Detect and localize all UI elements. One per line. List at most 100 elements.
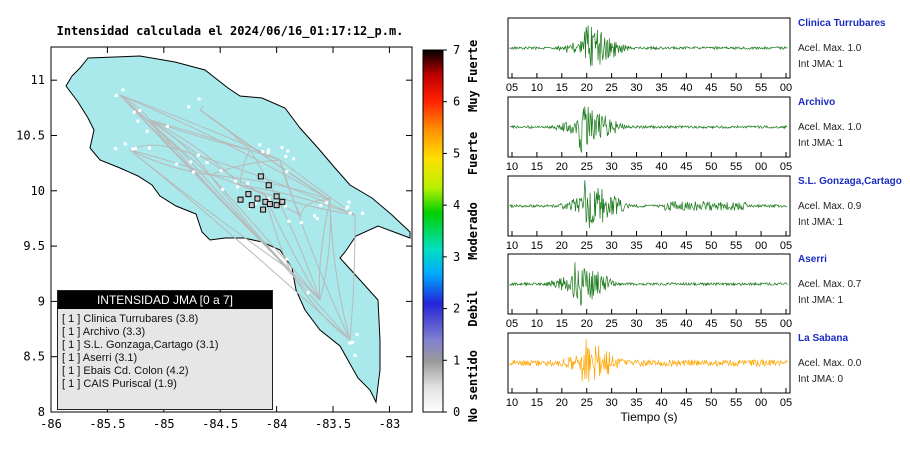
town-dot: [197, 97, 201, 101]
station-marker: [248, 202, 255, 209]
road-segment: [279, 159, 356, 216]
waveform-trace: [509, 262, 788, 306]
station-accel: Acel. Max. 0.0: [798, 358, 862, 369]
town-dot: [165, 124, 169, 128]
colorbar-category-label: Debil: [466, 291, 480, 327]
time-tick-label: 15: [531, 161, 543, 173]
station-marker: [266, 201, 273, 208]
station-int: Int JMA: 1: [798, 59, 844, 70]
town-dot: [351, 340, 355, 344]
time-tick-label: 05: [506, 82, 518, 94]
road-segment: [119, 94, 151, 121]
time-tick-label: 40: [655, 397, 667, 409]
time-tick-label: 25: [581, 240, 593, 252]
road-segment: [149, 119, 211, 176]
legend-title: INTENSIDAD JMA [0 a 7]: [58, 291, 272, 309]
colorbar-category-label: Moderado: [466, 202, 480, 260]
time-tick-label: 50: [705, 161, 717, 173]
town-dot: [145, 129, 149, 133]
station-marker: [254, 195, 261, 202]
town-dot: [192, 170, 196, 174]
colorbar-tick-label: 5: [453, 146, 460, 160]
time-tick-label: 20: [556, 161, 568, 173]
town-dot: [345, 206, 349, 210]
station-marker: [260, 206, 267, 213]
lon-tick-label: -85.5: [89, 417, 125, 431]
road-segment: [239, 184, 356, 216]
town-dot: [348, 211, 352, 215]
road-segment: [209, 174, 331, 201]
waveform-panel: 05 10 15 20 25 30 35 40 45 50 55 00: [506, 17, 792, 94]
legend-entry: [ 1 ] Archivo (3.3): [62, 326, 146, 338]
time-tick-label: 25: [581, 161, 593, 173]
station-int: Int JMA: 1: [798, 295, 844, 306]
lon-tick-label: -85: [153, 417, 175, 431]
station-marker: [265, 182, 272, 189]
lat-tick-label: 10: [31, 184, 45, 198]
lon-tick-label: -84.5: [202, 417, 238, 431]
road-segment: [329, 199, 351, 341]
town-dot: [348, 341, 352, 345]
time-tick-label: 30: [630, 318, 642, 330]
road-segment: [129, 149, 291, 271]
road-segment: [349, 214, 356, 341]
town-dot: [132, 110, 136, 114]
town-dot: [196, 153, 200, 157]
time-tick-label: 55: [730, 240, 742, 252]
latitude-axis: 11 10.5 10 9.5 9 8.5 8: [16, 73, 412, 419]
station-int: Int JMA: 1: [798, 217, 844, 228]
road-segment: [129, 149, 211, 176]
station-marker: [237, 196, 244, 203]
colorbar-ticks: 0 1 2 3 4 5 6 7: [443, 43, 460, 419]
town-dot: [114, 147, 118, 151]
colorbar-tick-label: 1: [453, 353, 460, 367]
lat-tick-label: 8: [38, 405, 45, 419]
longitude-axis: -86 -85.5 -85 -84.5 -84 -83.5 -83: [40, 47, 400, 431]
town-dot: [284, 155, 288, 159]
station-name: Aserri: [798, 254, 827, 265]
waveform-panels: 05 10 15 20 25 30 35 40 45 50 55 00 10 15 20 25 30 35 40 45…: [506, 17, 792, 424]
time-tick-label: 25: [606, 318, 618, 330]
colorbar-category-label: No sentido: [466, 350, 480, 422]
intensity-colorbar: 0 1 2 3 4 5 6 7 No sentido Debil Moderado Fuerte Mu…: [422, 40, 480, 422]
time-tick-label: 45: [705, 82, 717, 94]
town-dot: [315, 217, 319, 221]
town-dot: [138, 109, 142, 113]
time-tick-label: 10: [531, 82, 543, 94]
waveform-panel: 05 10 15 20 25 30 35 40 45 50 55 00: [506, 253, 792, 330]
town-dot: [313, 214, 317, 218]
town-dot: [189, 160, 193, 164]
station-accel: Acel. Max. 0.9: [798, 201, 862, 212]
colorbar-tick-label: 6: [453, 95, 460, 109]
station-int: Int JMA: 1: [798, 138, 844, 149]
colorbar-tick-label: 4: [453, 198, 460, 212]
time-tick-label: 35: [655, 318, 667, 330]
legend-entry: [ 1 ] Clinica Turrubares (3.8): [62, 313, 199, 325]
station-name: S.L. Gonzaga,Cartago: [798, 176, 902, 187]
time-tick-label: 30: [606, 161, 618, 173]
time-tick-label: 35: [655, 82, 667, 94]
town-dot: [205, 160, 209, 164]
time-tick-label: 40: [655, 161, 667, 173]
legend-list: [ 1 ] Clinica Turrubares (3.8) [ 1 ] Arc…: [62, 313, 268, 391]
station-accel: Acel. Max. 0.7: [798, 279, 862, 290]
station-marker: [273, 202, 280, 209]
town-dot: [219, 169, 223, 173]
road-segment: [149, 119, 251, 151]
time-tick-label: 55: [755, 82, 767, 94]
time-tick-label: 30: [606, 240, 618, 252]
town-dot: [136, 119, 140, 123]
town-dot: [280, 146, 284, 150]
waveform-trace: [509, 106, 788, 154]
time-tick-label: 30: [630, 82, 642, 94]
time-tick-label: 05: [780, 161, 792, 173]
time-tick-label: 40: [680, 82, 692, 94]
waveform-frame: [507, 175, 791, 237]
station-marker: [257, 173, 264, 180]
lat-tick-label: 10.5: [16, 128, 45, 142]
waveform-trace: [509, 180, 788, 229]
town-dot: [355, 333, 359, 337]
time-tick-label: 00: [780, 318, 792, 330]
station-name: Clinica Turrubares: [798, 18, 886, 29]
town-dot: [234, 179, 238, 183]
